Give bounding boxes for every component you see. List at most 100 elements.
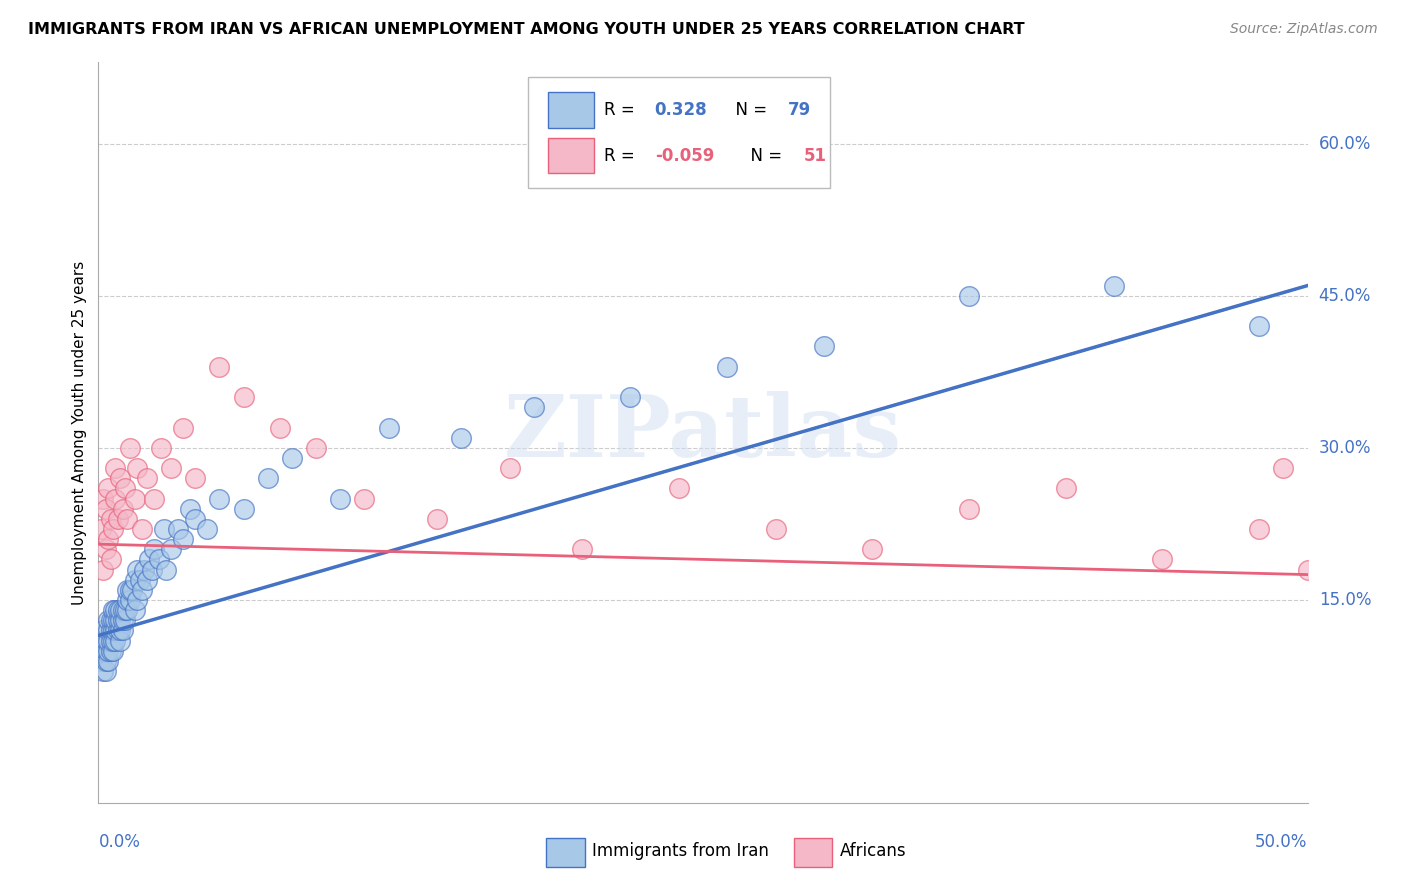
Point: [94, 664, 117, 678]
Point: [118, 593, 141, 607]
Point: [111, 613, 134, 627]
Point: [160, 542, 183, 557]
Point: [172, 532, 194, 546]
Point: [150, 441, 173, 455]
Point: [179, 501, 201, 516]
Point: [107, 624, 129, 638]
Text: -0.059: -0.059: [655, 146, 714, 165]
Point: [114, 613, 136, 627]
Point: [138, 552, 160, 566]
Point: [619, 390, 641, 404]
Point: [117, 582, 139, 597]
Point: [1296, 562, 1319, 576]
Point: [135, 573, 157, 587]
Point: [94, 643, 117, 657]
Point: [1272, 461, 1295, 475]
Point: [135, 471, 157, 485]
Point: [131, 522, 153, 536]
Point: [100, 552, 122, 566]
Point: [160, 461, 183, 475]
Point: [1393, 552, 1406, 566]
Point: [155, 562, 177, 576]
Point: [117, 512, 139, 526]
Point: [208, 359, 231, 374]
Point: [1152, 552, 1174, 566]
Point: [104, 603, 127, 617]
Point: [141, 562, 163, 576]
Point: [114, 482, 136, 496]
Point: [91, 664, 114, 678]
Text: N =: N =: [724, 101, 772, 119]
Point: [1249, 522, 1271, 536]
Point: [90, 643, 112, 657]
Point: [1344, 532, 1367, 546]
Point: [91, 562, 114, 576]
Point: [813, 339, 835, 353]
Point: [90, 522, 112, 536]
Text: Source: ZipAtlas.com: Source: ZipAtlas.com: [1230, 22, 1378, 37]
Point: [97, 482, 120, 496]
Point: [128, 573, 150, 587]
Point: [94, 501, 117, 516]
Point: [104, 491, 127, 506]
Point: [111, 603, 134, 617]
Point: [104, 613, 127, 627]
Point: [94, 542, 117, 557]
Point: [100, 613, 122, 627]
Point: [329, 491, 352, 506]
Point: [571, 542, 593, 557]
Text: 45.0%: 45.0%: [1319, 286, 1371, 305]
Y-axis label: Unemployment Among Youth under 25 years: Unemployment Among Youth under 25 years: [72, 260, 87, 605]
Text: 50.0%: 50.0%: [1256, 833, 1308, 851]
Point: [104, 461, 127, 475]
Point: [97, 613, 120, 627]
Point: [101, 522, 124, 536]
Point: [100, 633, 122, 648]
Point: [184, 512, 207, 526]
Text: ZIPatlas: ZIPatlas: [503, 391, 903, 475]
Point: [91, 491, 114, 506]
Point: [172, 420, 194, 434]
Point: [107, 613, 129, 627]
Point: [107, 512, 129, 526]
Text: Immigrants from Iran: Immigrants from Iran: [592, 842, 769, 860]
Point: [94, 654, 117, 668]
Text: N =: N =: [741, 146, 787, 165]
Point: [100, 512, 122, 526]
Text: R =: R =: [603, 101, 640, 119]
Point: [100, 624, 122, 638]
Point: [108, 613, 131, 627]
Point: [232, 501, 254, 516]
Point: [108, 624, 131, 638]
Point: [108, 603, 131, 617]
Text: 79: 79: [787, 101, 811, 119]
Point: [498, 461, 520, 475]
FancyBboxPatch shape: [527, 78, 830, 188]
Point: [131, 582, 153, 597]
Point: [1054, 482, 1077, 496]
Point: [143, 542, 166, 557]
Point: [765, 522, 787, 536]
Point: [91, 633, 114, 648]
Text: R =: R =: [603, 146, 640, 165]
Point: [107, 603, 129, 617]
Point: [148, 552, 170, 566]
Text: 30.0%: 30.0%: [1319, 439, 1371, 457]
Point: [167, 522, 190, 536]
Point: [118, 441, 141, 455]
Point: [97, 654, 120, 668]
Point: [111, 624, 134, 638]
Point: [90, 654, 112, 668]
Point: [100, 643, 122, 657]
Point: [101, 613, 124, 627]
Point: [860, 542, 883, 557]
Point: [117, 603, 139, 617]
Point: [91, 624, 114, 638]
Point: [1102, 278, 1125, 293]
FancyBboxPatch shape: [548, 92, 595, 128]
FancyBboxPatch shape: [793, 838, 832, 867]
Point: [134, 562, 156, 576]
Point: [353, 491, 375, 506]
Point: [523, 401, 546, 415]
Point: [104, 624, 127, 638]
